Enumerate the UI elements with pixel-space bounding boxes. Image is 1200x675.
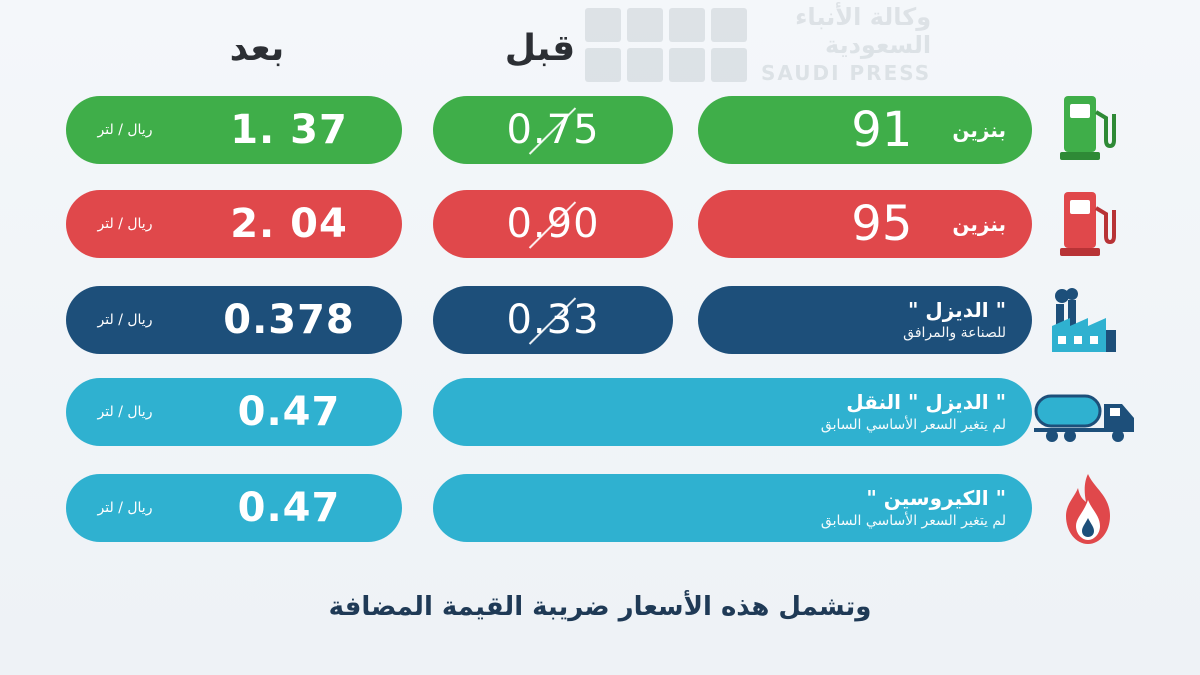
factory-icon bbox=[1052, 288, 1116, 352]
fuel-type-label: بنزين bbox=[952, 212, 1006, 236]
after-price-pill: ريال / لتر 0.47 bbox=[66, 474, 402, 542]
unit-label: ريال / لتر bbox=[97, 216, 153, 232]
fuel-pump-icon bbox=[1060, 96, 1116, 160]
fuel-grade: 95 bbox=[851, 196, 913, 252]
fuel-type-pill: بنزين 91 bbox=[698, 96, 1032, 164]
before-price-pill: 0.75 bbox=[433, 96, 673, 164]
vat-note: وتشمل هذه الأسعار ضريبة القيمة المضافة bbox=[328, 592, 872, 622]
fuel-type-pill: " الكيروسين " لم يتغير السعر الأساسي الس… bbox=[433, 474, 1032, 542]
fuel-type-pill: " الديزل " النقل لم يتغير السعر الأساسي … bbox=[433, 378, 1032, 446]
before-price: 0.33 bbox=[506, 297, 600, 343]
fuel-pump-icon bbox=[1060, 192, 1116, 256]
fuel-type-label: بنزين bbox=[952, 118, 1006, 142]
watermark-en: SAUDI PRESS bbox=[761, 61, 932, 85]
watermark-text: وكالة الأنباء السعودية SAUDI PRESS bbox=[761, 3, 931, 87]
fuel-type-note: لم يتغير السعر الأساسي السابق bbox=[820, 513, 1006, 529]
fuel-type-note: للصناعة والمرافق bbox=[903, 325, 1006, 341]
watermark-ar-line1: وكالة الأنباء bbox=[795, 3, 932, 31]
before-price: 0.75 bbox=[506, 107, 600, 153]
after-price: 0.378 bbox=[223, 297, 355, 343]
fuel-type-label: " الكيروسين " bbox=[866, 486, 1006, 510]
after-price: 0.47 bbox=[237, 485, 341, 531]
before-price: 0.90 bbox=[506, 201, 600, 247]
watermark-ar-line2: السعودية bbox=[825, 31, 932, 59]
fuel-type-label: " الديزل " bbox=[908, 298, 1006, 322]
watermark-logo bbox=[585, 8, 747, 82]
unit-label: ريال / لتر bbox=[97, 404, 153, 420]
fuel-type-pill: " الديزل " للصناعة والمرافق bbox=[698, 286, 1032, 354]
unit-label: ريال / لتر bbox=[97, 500, 153, 516]
flame-icon bbox=[1066, 474, 1110, 544]
fuel-type-note: لم يتغير السعر الأساسي السابق bbox=[820, 417, 1006, 433]
after-price-pill: ريال / لتر 0.378 bbox=[66, 286, 402, 354]
after-price: 0.47 bbox=[237, 389, 341, 435]
after-price: 2. 04 bbox=[230, 201, 348, 247]
unit-label: ريال / لتر bbox=[97, 122, 153, 138]
before-price-pill: 0.90 bbox=[433, 190, 673, 258]
fuel-type-label: " الديزل " النقل bbox=[846, 390, 1006, 414]
after-price-pill: ريال / لتر 0.47 bbox=[66, 378, 402, 446]
header-after: بعد bbox=[229, 28, 285, 69]
after-price: 1. 37 bbox=[230, 107, 348, 153]
fuel-type-pill: بنزين 95 bbox=[698, 190, 1032, 258]
watermark: وكالة الأنباء السعودية SAUDI PRESS bbox=[585, 0, 965, 90]
after-price-pill: ريال / لتر 2. 04 bbox=[66, 190, 402, 258]
fuel-grade: 91 bbox=[851, 102, 913, 158]
unit-label: ريال / لتر bbox=[97, 312, 153, 328]
before-price-pill: 0.33 bbox=[433, 286, 673, 354]
header-before: قبل bbox=[504, 28, 576, 69]
after-price-pill: ريال / لتر 1. 37 bbox=[66, 96, 402, 164]
tanker-truck-icon bbox=[1034, 394, 1134, 442]
